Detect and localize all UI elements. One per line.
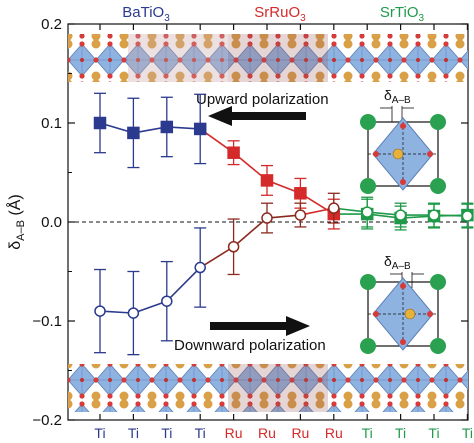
data-point-circle <box>428 209 440 221</box>
material-label: SrRuO3 <box>254 4 306 24</box>
series-downward <box>94 192 474 356</box>
x-tick-label-ti: Ti <box>395 425 406 441</box>
y-axis-label-delta: δ <box>7 241 24 250</box>
data-point-circle <box>394 209 407 221</box>
upward-annotation-group: Upward polarization <box>196 91 329 126</box>
downward-polarization-label: Downward polarization <box>174 337 326 354</box>
material-label-sub: 3 <box>300 13 306 24</box>
material-label-sub: 3 <box>419 13 425 24</box>
y-tick-label: −0.1 <box>32 313 62 330</box>
data-point-circle <box>294 209 307 221</box>
x-tick-label-ti: Ti <box>428 425 439 441</box>
data-point-square <box>160 120 174 134</box>
series-layer <box>93 92 474 356</box>
right-arrow-icon <box>210 316 310 336</box>
unit-cell-inset-upward: δA–B <box>360 87 446 194</box>
x-axis: Ti Ti Ti Ti Ru Ru Ru Ru Ti Ti Ti Ti <box>94 24 473 441</box>
data-point-square <box>260 174 274 187</box>
x-tick-label-ru: Ru <box>258 425 276 441</box>
material-label-base: BaTiO <box>122 4 164 21</box>
series-line-segment <box>166 266 201 302</box>
y-tick-label: 0.2 <box>41 16 62 33</box>
material-labels: BaTiO3 SrRuO3 SrTiO3 <box>122 4 424 24</box>
x-tick-label-ti: Ti <box>161 425 172 441</box>
y-axis-label-sub: A–B <box>15 220 27 241</box>
data-point-circle <box>261 212 273 224</box>
x-tick-label-ti: Ti <box>362 425 373 441</box>
y-axis-label: δA–B (Å) <box>5 194 27 249</box>
x-tick-label-ru: Ru <box>325 425 343 441</box>
x-tick-label-ru: Ru <box>291 425 309 441</box>
data-point-square <box>294 187 307 200</box>
inset-delta-label-down: δA–B <box>384 253 411 272</box>
x-tick-label-ru: Ru <box>225 425 243 441</box>
material-label: BaTiO3 <box>122 4 170 24</box>
y-tick-label: 0.0 <box>41 214 62 231</box>
material-label: SrTiO3 <box>380 4 425 24</box>
inset-delta-label-up: δA–B <box>384 87 411 106</box>
crystal-strip-top <box>68 34 468 82</box>
x-tick-label-ti: Ti <box>128 425 139 441</box>
data-point-circle <box>227 241 240 253</box>
data-point-circle <box>328 202 340 214</box>
material-label-base: SrRuO <box>254 4 300 21</box>
left-arrow-icon <box>208 106 306 126</box>
upward-polarization-label: Upward polarization <box>196 91 329 108</box>
data-point-circle <box>461 210 474 222</box>
data-point-square <box>227 146 240 159</box>
x-tick-label-ti: Ti <box>462 425 473 441</box>
data-point-circle <box>361 206 373 218</box>
data-point-square <box>127 126 140 140</box>
y-tick-label: −0.2 <box>32 412 62 429</box>
series-line-segment <box>133 300 168 314</box>
x-tick-label-ti: Ti <box>94 425 105 441</box>
downward-annotation-group: Downward polarization <box>174 316 326 354</box>
data-point-square <box>93 116 107 130</box>
x-tick-label-ti: Ti <box>195 425 206 441</box>
material-label-sub: 3 <box>164 13 170 24</box>
data-point-circle <box>94 305 106 317</box>
data-point-circle <box>194 261 206 274</box>
y-tick-label: 0.1 <box>41 115 62 132</box>
data-point-circle <box>161 295 173 307</box>
series-line-segment <box>199 246 235 269</box>
crystal-strip-bottom <box>68 364 468 412</box>
series-line-segment <box>233 217 268 248</box>
y-axis: 0.2 0.1 0.0 −0.1 −0.2 <box>32 16 468 429</box>
unit-cell-inset-downward: δA–B <box>360 253 446 354</box>
data-point-circle <box>127 307 140 319</box>
y-axis-label-unit: (Å) <box>5 194 24 220</box>
material-label-base: SrTiO <box>380 4 419 21</box>
data-point-square <box>193 122 207 136</box>
